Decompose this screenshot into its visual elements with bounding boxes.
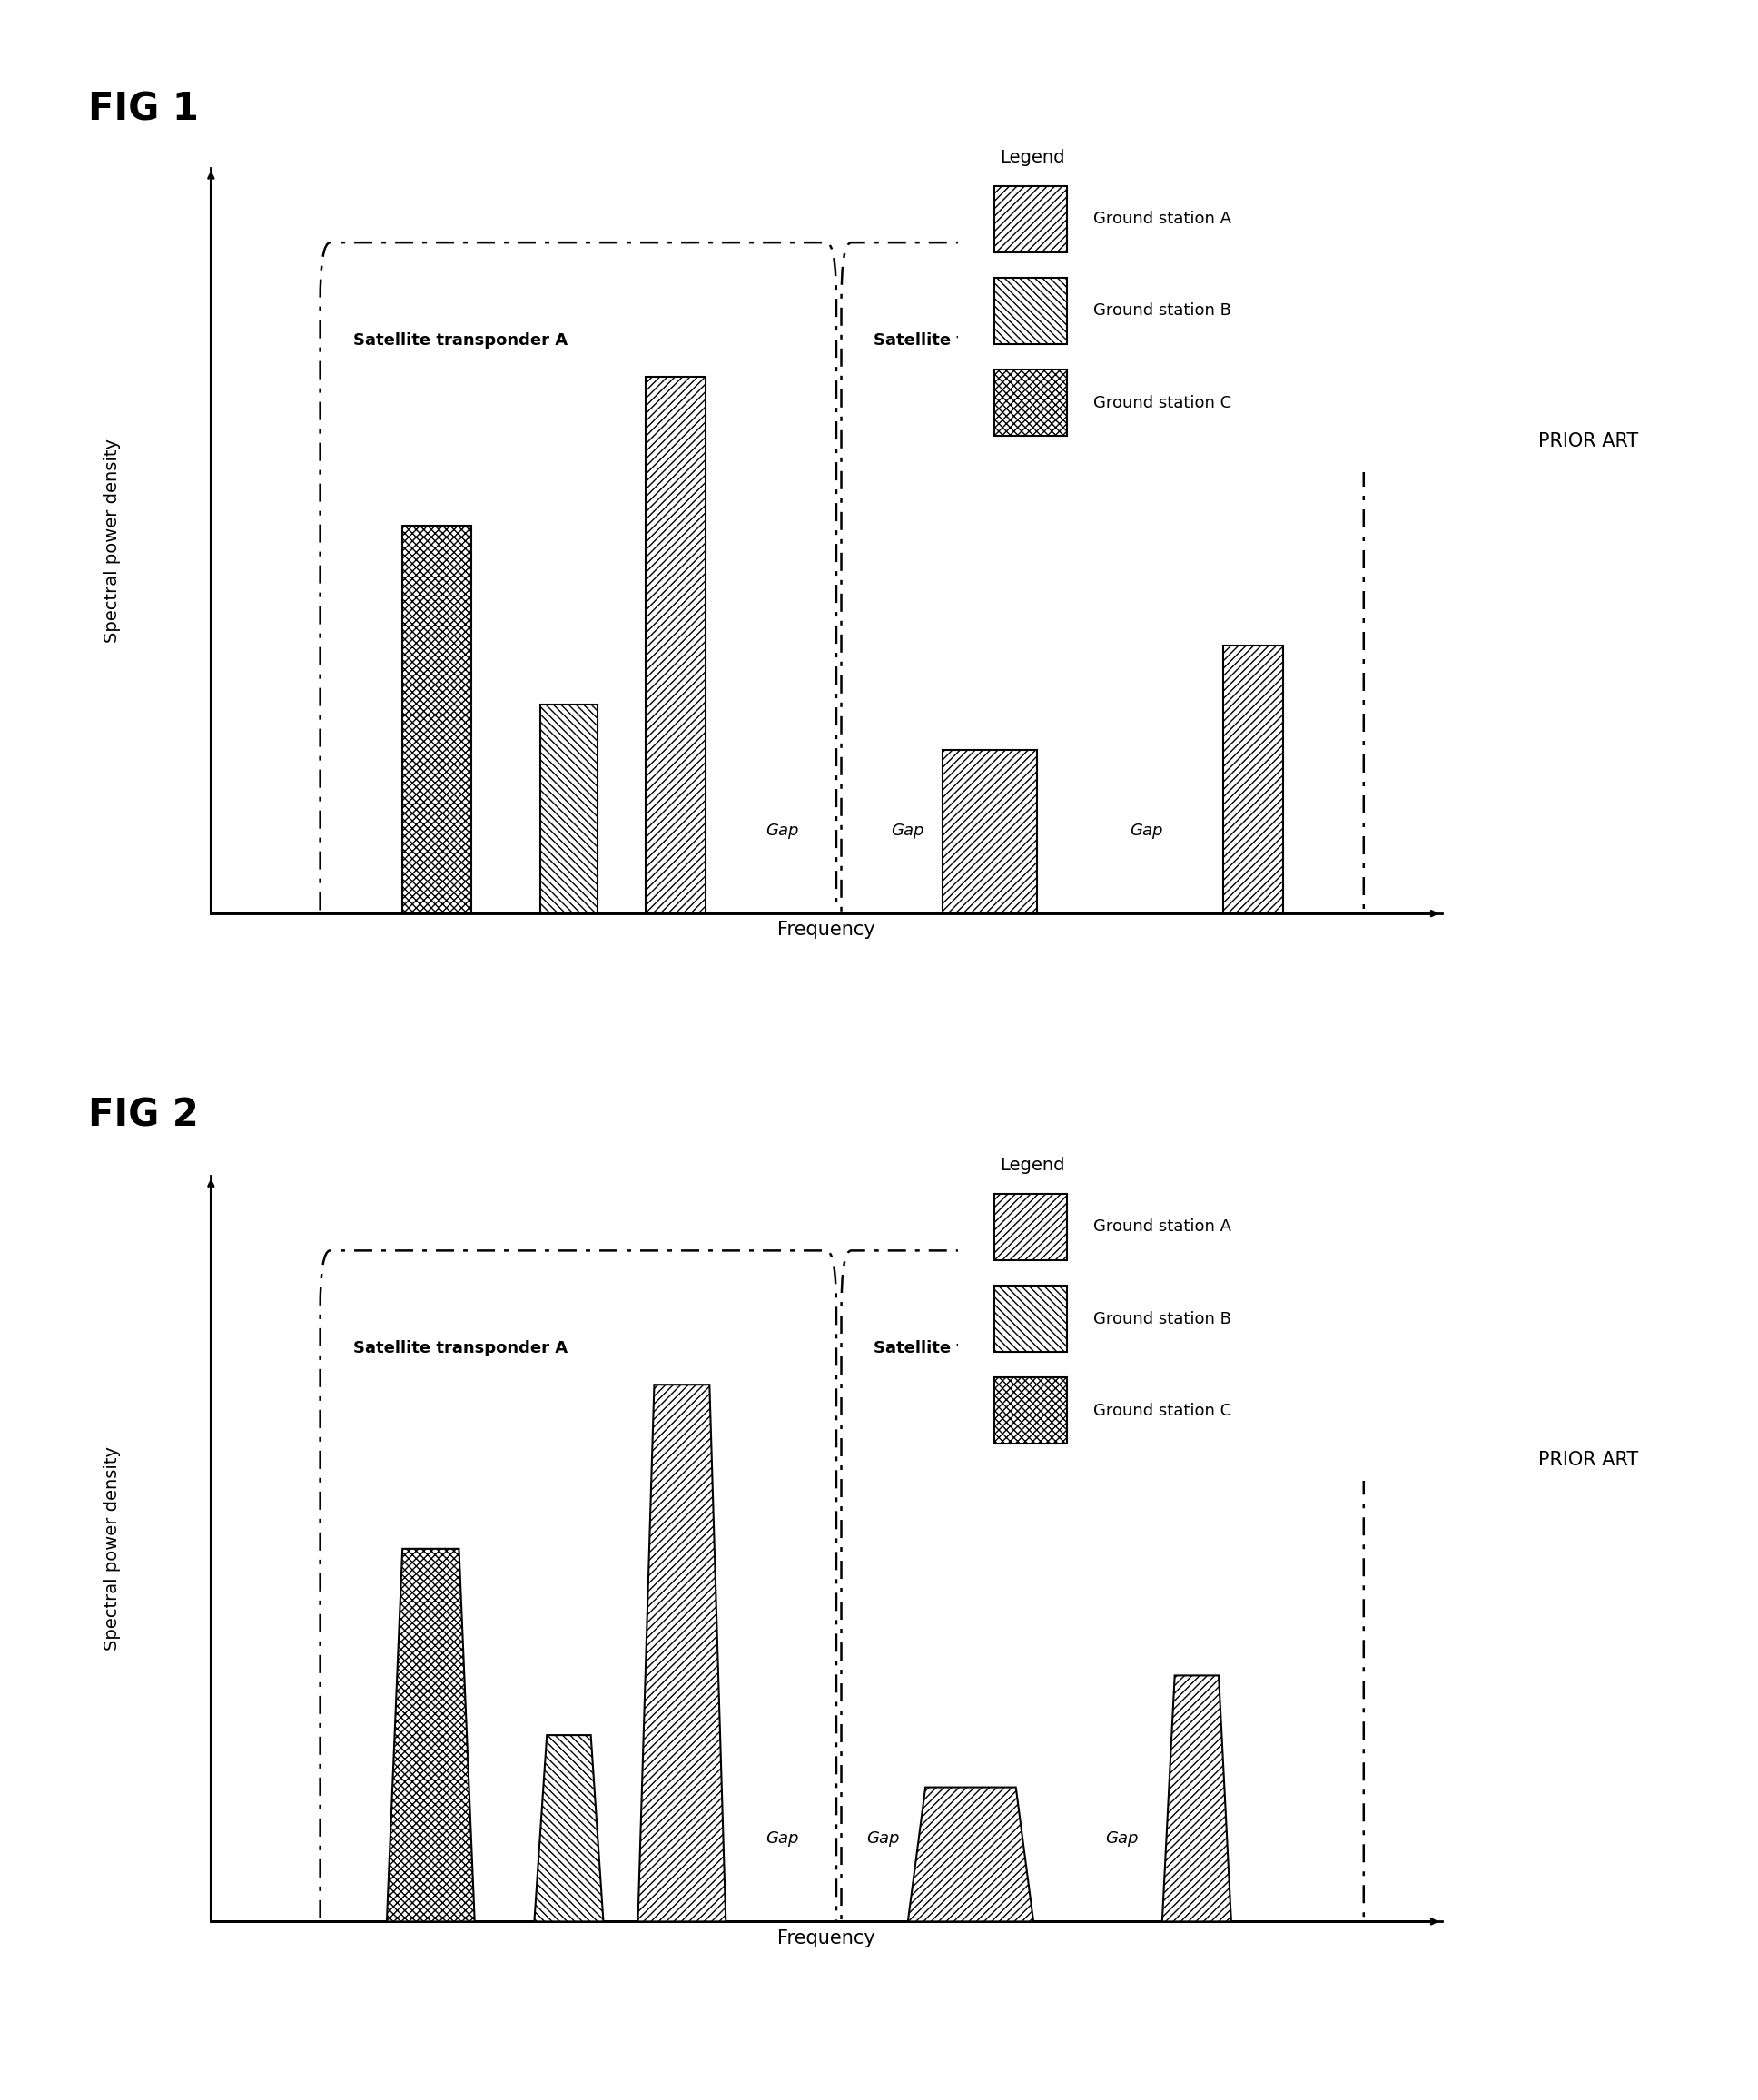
Bar — [403, 525, 471, 914]
Text: Ground station C: Ground station C — [1093, 395, 1231, 412]
Text: Gap: Gap — [891, 823, 925, 840]
Bar — [1224, 645, 1283, 914]
FancyBboxPatch shape — [995, 1378, 1067, 1445]
FancyBboxPatch shape — [948, 99, 1487, 479]
Text: Gap: Gap — [1130, 823, 1164, 840]
Text: FIG 2: FIG 2 — [88, 1096, 199, 1134]
Text: PRIOR ART: PRIOR ART — [1538, 1451, 1638, 1468]
Polygon shape — [907, 1787, 1034, 1922]
Text: Ground station B: Ground station B — [1093, 1310, 1231, 1327]
Text: PRIOR ART: PRIOR ART — [1538, 433, 1638, 449]
Text: Legend: Legend — [1000, 149, 1065, 166]
Text: Ground station A: Ground station A — [1093, 1218, 1231, 1235]
Text: Satellite transponder A: Satellite transponder A — [353, 332, 568, 349]
Text: Spectral power density: Spectral power density — [104, 1447, 121, 1651]
Text: Legend: Legend — [1000, 1157, 1065, 1174]
Bar — [541, 706, 598, 914]
Text: Spectral power density: Spectral power density — [104, 439, 121, 643]
Text: Ground station A: Ground station A — [1093, 210, 1231, 227]
FancyBboxPatch shape — [995, 1285, 1067, 1352]
FancyBboxPatch shape — [995, 277, 1067, 344]
Text: Gap: Gap — [867, 1831, 900, 1848]
Text: Gap: Gap — [1104, 1831, 1137, 1848]
Text: FIG 1: FIG 1 — [88, 90, 199, 128]
FancyBboxPatch shape — [995, 370, 1067, 437]
X-axis label: Frequency: Frequency — [777, 922, 875, 939]
Polygon shape — [534, 1735, 603, 1922]
Bar — [645, 376, 705, 914]
Text: Satellite transponder A: Satellite transponder A — [353, 1340, 568, 1357]
Bar — [942, 750, 1037, 914]
FancyBboxPatch shape — [995, 187, 1067, 252]
Text: Gap: Gap — [766, 823, 798, 840]
Polygon shape — [1162, 1676, 1231, 1922]
Text: Ground station C: Ground station C — [1093, 1403, 1231, 1420]
Text: Gap: Gap — [766, 1831, 798, 1848]
Polygon shape — [387, 1550, 475, 1922]
Text: Ground station B: Ground station B — [1093, 302, 1231, 319]
FancyBboxPatch shape — [995, 1193, 1067, 1260]
X-axis label: Frequency: Frequency — [777, 1930, 875, 1947]
FancyBboxPatch shape — [948, 1105, 1487, 1489]
Text: Satellite transponder B: Satellite transponder B — [874, 1340, 1088, 1357]
Polygon shape — [638, 1384, 726, 1922]
Text: Satellite transponder B: Satellite transponder B — [874, 332, 1088, 349]
